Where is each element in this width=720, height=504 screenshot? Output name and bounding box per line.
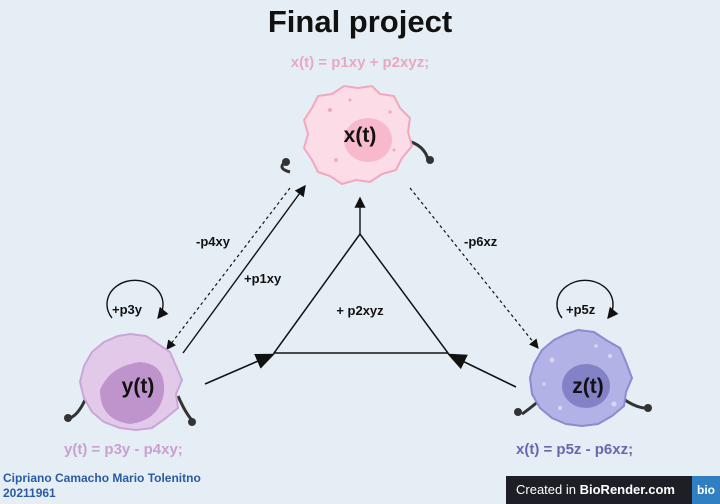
equation-y: y(t) = p3y - p4xy; [64,441,183,458]
badge-prefix: Created in [516,482,576,497]
edge-x-to-z-dashed [409,187,539,349]
label-plus-p5z: +p5z [566,302,596,317]
cell-x [280,84,434,186]
badge-brand: BioRender.com [579,482,675,497]
label-plus-p1xy: +p1xy [244,271,282,286]
self-loop-y [106,279,169,320]
cell-y [64,332,196,432]
author-id: 20211961 [3,486,56,500]
edge-y-to-triangle [204,353,275,385]
author-name: Cipriano Camacho Mario Tolenitno [3,471,201,485]
inner-triangle [272,232,450,354]
page-title: Final project [267,4,453,39]
equation-x: x(t) = p1xy + p2xyz; [290,54,430,71]
cell-z-label: z(t) [572,375,603,398]
biorender-logo-icon: bio [692,476,720,504]
cell-x-label: x(t) [344,124,377,147]
label-minus-p6xz: -p6xz [464,234,498,249]
edge-z-to-triangle [447,353,517,388]
equation-z: x(t) = p5z - p6xz; [516,441,634,458]
edge-x-to-y-dashed [166,187,291,350]
label-plus-p2xyz: + p2xyz [336,303,384,318]
cell-y-label: y(t) [122,375,155,398]
biorender-badge[interactable]: Created in BioRender.com bio [506,476,720,504]
edge-y-to-x [182,184,306,354]
cell-z [514,328,652,428]
label-plus-p3y: +p3y [112,302,143,317]
self-loop-z [556,279,619,320]
label-minus-p4xy: -p4xy [196,234,231,249]
